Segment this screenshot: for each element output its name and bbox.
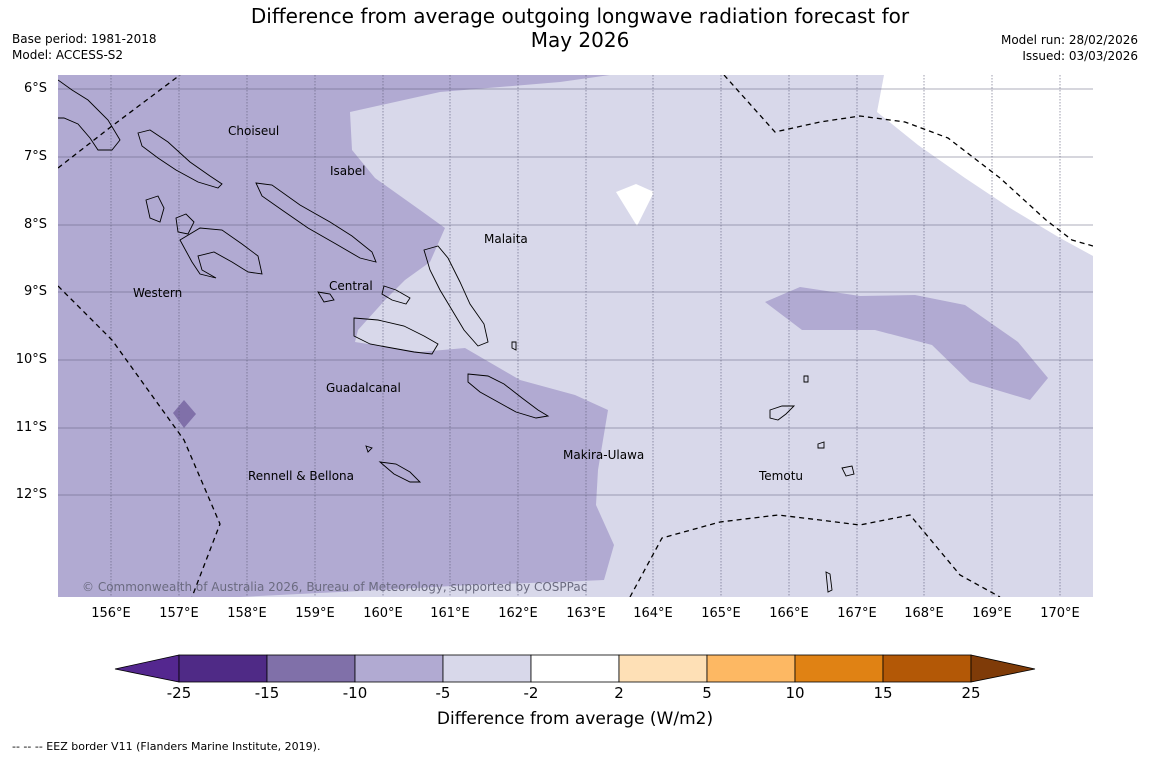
shade-dark-patch xyxy=(173,400,196,428)
map-area xyxy=(58,75,1093,597)
colorbar-segment xyxy=(706,654,796,683)
colorbar-tick: 5 xyxy=(702,684,712,702)
torres-coast xyxy=(825,571,833,593)
region-label-malaita: Malaita xyxy=(484,232,528,246)
region-label-guadalcanal: Guadalcanal xyxy=(326,381,401,395)
colorbar-extend-high xyxy=(970,654,1036,683)
shade-white-small xyxy=(616,184,654,226)
santa-cruz-coast xyxy=(769,405,796,421)
lon-label: 167°E xyxy=(837,606,877,621)
issued-date: Issued: 03/03/2026 xyxy=(1022,49,1138,63)
colorbar-tick: -10 xyxy=(342,684,368,702)
shade-white-ne xyxy=(877,75,1093,256)
eez-northwest xyxy=(58,75,181,169)
colorbar-tick: 10 xyxy=(785,684,805,702)
base-info: Base period: 1981-2018 Model: ACCESS-S2 xyxy=(12,31,157,63)
region-label-rennell-bellona: Rennell & Bellona xyxy=(248,469,355,483)
lon-label: 157°E xyxy=(159,606,199,621)
colorbar-segment xyxy=(882,654,972,683)
vella-lavella-coast xyxy=(145,195,165,223)
shade-medium-west xyxy=(58,75,614,597)
colorbar-segment xyxy=(618,654,708,683)
eez-northeast xyxy=(723,75,1093,247)
choiseul-coast xyxy=(137,129,223,189)
region-label-western: Western xyxy=(133,286,183,300)
eez-legend-note: -- -- -- EEZ border V11 (Flanders Marine… xyxy=(12,740,321,753)
lon-label: 166°E xyxy=(769,606,809,621)
colorbar xyxy=(114,654,1036,683)
colorbar-tick: -5 xyxy=(435,684,451,702)
lon-label: 164°E xyxy=(633,606,673,621)
eez-borders xyxy=(58,75,1093,597)
vanikoro-coast xyxy=(841,465,855,477)
colorbar-extend-low xyxy=(114,654,180,683)
lon-label: 162°E xyxy=(498,606,538,621)
copyright-notice: © Commonwealth of Australia 2026, Bureau… xyxy=(82,580,588,594)
run-info: Model run: 28/02/2026 Issued: 03/03/2026 xyxy=(1001,32,1138,64)
grid-meridians xyxy=(110,75,1061,597)
title-line-1: Difference from average outgoing longwav… xyxy=(250,4,910,28)
region-label-choiseul: Choiseul xyxy=(228,124,280,138)
model-run: Model run: 28/02/2026 xyxy=(1000,33,1138,47)
isabel-coast xyxy=(255,182,377,263)
colorbar-segment xyxy=(354,654,444,683)
bougainville-coast xyxy=(58,79,121,151)
ulawa-coast xyxy=(511,341,517,351)
colorbar-segment xyxy=(794,654,884,683)
colorbar-tick: 15 xyxy=(873,684,893,702)
russell-coast xyxy=(317,291,335,303)
guadalcanal-coast xyxy=(353,317,439,355)
lon-label: 168°E xyxy=(904,606,944,621)
lon-label: 169°E xyxy=(972,606,1012,621)
lon-label: 163°E xyxy=(566,606,606,621)
bellona-coast xyxy=(365,445,373,453)
region-label-isabel: Isabel xyxy=(330,164,366,178)
lat-label: 8°S xyxy=(23,217,47,232)
lat-label: 12°S xyxy=(15,487,47,502)
lon-label: 160°E xyxy=(363,606,403,621)
lon-label: 165°E xyxy=(701,606,741,621)
lon-label: 170°E xyxy=(1040,606,1080,621)
colorbar-tick: -25 xyxy=(166,684,192,702)
colorbar-tick: 25 xyxy=(961,684,981,702)
lat-label: 11°S xyxy=(15,420,47,435)
coastlines xyxy=(58,79,855,593)
colorbar-segment xyxy=(442,654,532,683)
lat-label: 10°S xyxy=(15,352,47,367)
utupua-coast xyxy=(817,441,825,449)
title-line-2: May 2026 xyxy=(530,28,630,52)
colorbar-segment xyxy=(178,654,268,683)
malaita-coast xyxy=(423,245,489,347)
grid xyxy=(58,88,1093,496)
florida-coast xyxy=(381,285,411,305)
lat-label: 7°S xyxy=(23,149,47,164)
region-label-temotu: Temotu xyxy=(759,469,804,483)
rennell-coast xyxy=(378,461,422,483)
colorbar-segment xyxy=(530,654,620,683)
colorbar-label: Difference from average (W/m2) xyxy=(436,709,714,729)
lat-label: 9°S xyxy=(23,284,47,299)
kolombangara-coast xyxy=(175,213,195,235)
lon-label: 158°E xyxy=(227,606,267,621)
eez-southwest xyxy=(58,285,221,597)
lon-label: 156°E xyxy=(91,606,131,621)
colorbar-segment xyxy=(266,654,356,683)
lon-label: 161°E xyxy=(430,606,470,621)
lon-label: 159°E xyxy=(295,606,335,621)
base-period: Base period: 1981-2018 xyxy=(12,32,157,46)
colorbar-tick: 2 xyxy=(614,684,624,702)
shade-medium-east xyxy=(765,287,1048,400)
colorbar-tick: -15 xyxy=(254,684,280,702)
region-label-central: Central xyxy=(329,279,373,293)
colorbar-tick: -2 xyxy=(523,684,539,702)
lat-label: 6°S xyxy=(23,81,47,96)
reef-islands-coast xyxy=(803,375,809,383)
new-georgia-coast xyxy=(179,227,263,279)
chart-title: Difference from average outgoing longwav… xyxy=(250,4,910,52)
eez-southeast xyxy=(629,514,1001,597)
makira-coast xyxy=(467,373,550,419)
region-label-makira-ulawa: Makira-Ulawa xyxy=(563,448,645,462)
model-name: Model: ACCESS-S2 xyxy=(12,48,124,62)
